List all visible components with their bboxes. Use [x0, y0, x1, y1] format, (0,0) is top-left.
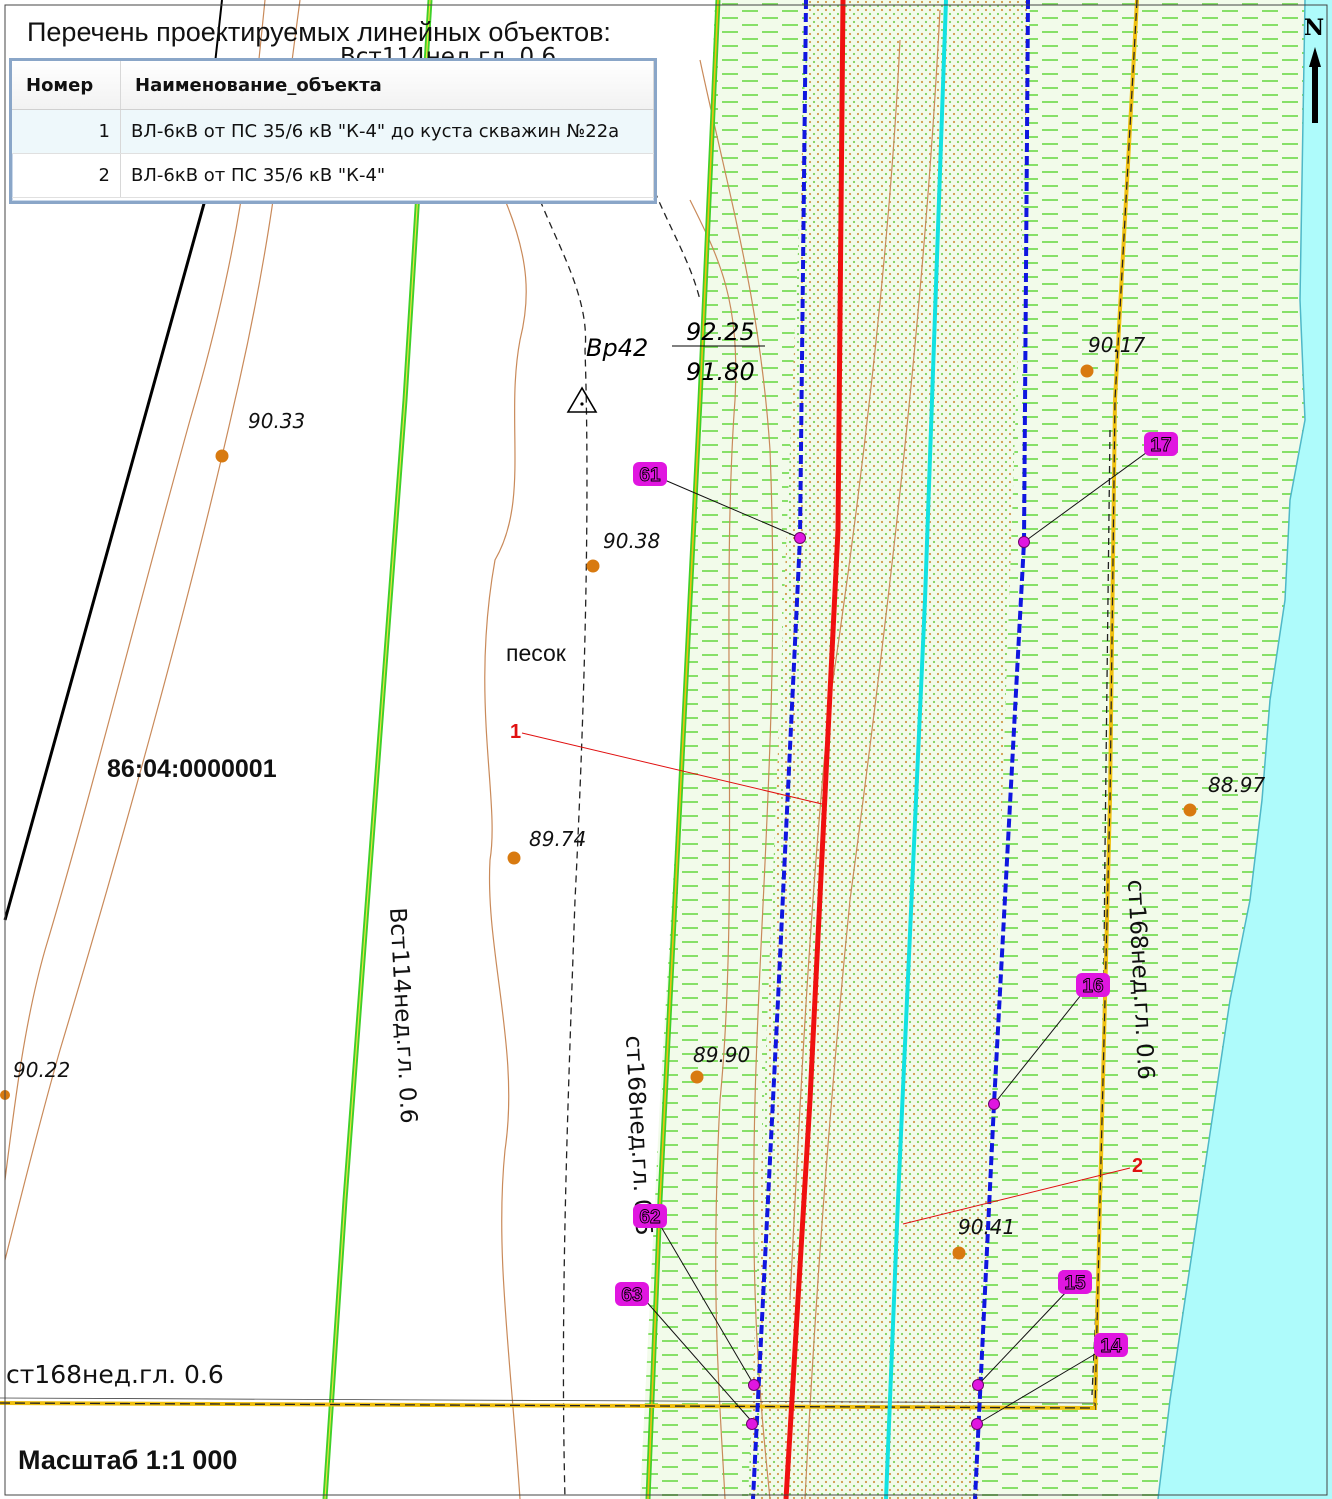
benchmark-lower: 91.80: [686, 358, 755, 386]
elevation-label: 89.74: [529, 827, 586, 851]
row-name: ВЛ-6кВ от ПС 35/6 кВ "К-4" до куста сква…: [120, 109, 654, 154]
elevation-label: 90.38: [603, 529, 660, 553]
elevation-label: 89.90: [693, 1043, 750, 1067]
line-blue-right: [973, 0, 1030, 1499]
water-area: [1158, 0, 1332, 1499]
point-label: 61: [639, 465, 661, 486]
legend-table: Номер Наименование_объекта 1 ВЛ-6кВ от П…: [9, 58, 657, 204]
north-arrow-icon: [1309, 47, 1321, 123]
point-label: 14: [1100, 1336, 1122, 1357]
parcel-label: 86:04:0000001: [107, 755, 277, 783]
line-red: [783, 0, 846, 1499]
water-edge: [1157, 0, 1306, 1499]
point-badge-bg: [1094, 1333, 1128, 1357]
point-badge-bg: [633, 462, 667, 486]
scale-label: Масштаб 1:1 000: [18, 1445, 238, 1475]
cadastral-boundary: [3, 199, 207, 921]
point-label: 15: [1064, 1273, 1086, 1294]
north-arrow: N: [1302, 15, 1328, 125]
row-number: 2: [12, 153, 121, 198]
table-row[interactable]: 2 ВЛ-6кВ от ПС 35/6 кВ "К-4": [12, 153, 654, 198]
object-number: 2: [1132, 1155, 1143, 1177]
point-label: 17: [1150, 435, 1171, 456]
legend-header-name[interactable]: Наименование_объекта: [120, 61, 654, 110]
elevation-label: 88.97: [1208, 773, 1266, 797]
row-number: 1: [12, 109, 121, 154]
elevation-label: 90.22: [13, 1058, 70, 1082]
point-label: 62: [639, 1207, 660, 1228]
benchmark-name: Вр42: [586, 334, 648, 362]
map-frame: [4, 4, 1328, 1496]
row-name: ВЛ-6кВ от ПС 35/6 кВ "К-4": [120, 153, 654, 198]
point-badge-bg: [633, 1204, 667, 1228]
object-number: 1: [510, 721, 521, 743]
line-cyan: [884, 0, 948, 1499]
road-line: [0, 0, 1139, 1499]
elevation-label: 90.33: [248, 409, 305, 433]
road-label: Вст114нед.гл. 0.6: [384, 907, 421, 1124]
point-badge-bg: [615, 1282, 649, 1306]
leader-lines: [644, 449, 1151, 1425]
point-badge-bg: [1144, 432, 1178, 456]
benchmark-icon: [566, 386, 598, 413]
corridor-area: [748, 0, 1030, 1499]
point-badge-bg: [1058, 1270, 1092, 1294]
benchmark-upper: 92.25: [686, 318, 755, 346]
elevation-label: 90.41: [958, 1215, 1015, 1239]
legend-header-number[interactable]: Номер: [12, 61, 121, 110]
table-row[interactable]: 1 ВЛ-6кВ от ПС 35/6 кВ "К-4" до куста ск…: [12, 109, 654, 154]
point-badge-bg: [1076, 973, 1110, 997]
legend-title: Перечень проектируемых линейных объектов…: [27, 17, 611, 47]
object-leaders: [521, 732, 1131, 1225]
point-label: 63: [621, 1285, 642, 1306]
road-label: ст168нед.гл. 0.6: [6, 1360, 224, 1389]
elevation-dots: [0, 364, 1197, 1260]
point-label: 16: [1082, 976, 1103, 997]
north-label: N: [1304, 15, 1325, 41]
point-badges: 61 17 16 62 63 15 14: [615, 432, 1178, 1357]
sand-label: песок: [506, 640, 567, 666]
points: [746, 532, 1030, 1430]
elevation-label: 90.17: [1088, 333, 1146, 357]
line-blue-left: [751, 0, 808, 1499]
